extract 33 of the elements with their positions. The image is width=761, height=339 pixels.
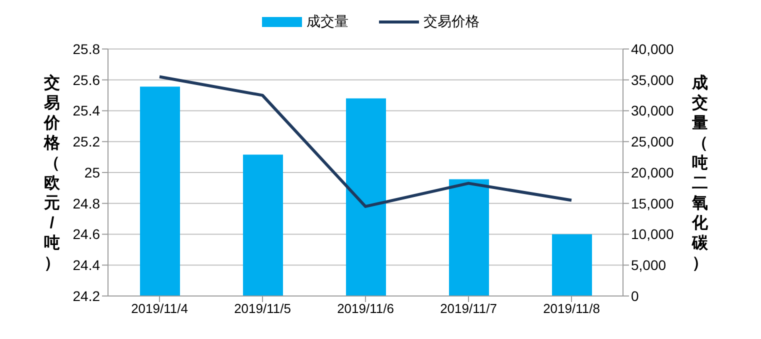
y-tick-label: 25.2 bbox=[72, 134, 100, 150]
text: 成交量（吨二氧化碳） bbox=[692, 75, 708, 272]
legend-label: 交易价格 bbox=[424, 13, 480, 31]
legend-label: 成交量 bbox=[306, 13, 348, 31]
y-tick-label: 24.8 bbox=[72, 195, 100, 212]
y2-tick-label: 5,000 bbox=[631, 257, 666, 274]
x-tick-label: 2019/11/8 bbox=[543, 301, 600, 316]
y2-tick-label: 15,000 bbox=[631, 195, 674, 212]
bar bbox=[243, 154, 283, 296]
y-tick-label: 25.6 bbox=[72, 72, 100, 88]
line-series bbox=[158, 75, 573, 208]
x-tick-label: 2019/11/5 bbox=[234, 301, 291, 316]
x-tick-label: 2019/11/4 bbox=[131, 301, 188, 316]
y-tick-label: 25.8 bbox=[72, 40, 100, 57]
y2-tick-label: 30,000 bbox=[631, 102, 674, 119]
y-tick-label: 25.4 bbox=[72, 102, 100, 119]
bar bbox=[346, 98, 386, 296]
y2-tick-label: 10,000 bbox=[631, 226, 674, 242]
y-tick-label: 24.4 bbox=[72, 257, 100, 274]
bar bbox=[552, 234, 592, 296]
y-tick-label: 24.2 bbox=[72, 288, 100, 304]
y2-tick-label: 0 bbox=[631, 288, 639, 304]
y2-tick-label: 25,000 bbox=[631, 134, 674, 150]
bar bbox=[449, 179, 489, 296]
y-tick-label: 24.6 bbox=[72, 226, 100, 242]
y-tick-label: 25 bbox=[84, 164, 100, 180]
bar bbox=[140, 86, 180, 296]
y2-tick-label: 35,000 bbox=[631, 72, 674, 88]
x-tick-label: 2019/11/7 bbox=[440, 301, 497, 316]
x-tick-label: 2019/11/6 bbox=[337, 301, 394, 316]
y2-tick-label: 20,000 bbox=[631, 164, 674, 180]
y2-tick-label: 40,000 bbox=[631, 40, 674, 57]
text: 交易价格（欧元/吨） bbox=[44, 75, 60, 272]
